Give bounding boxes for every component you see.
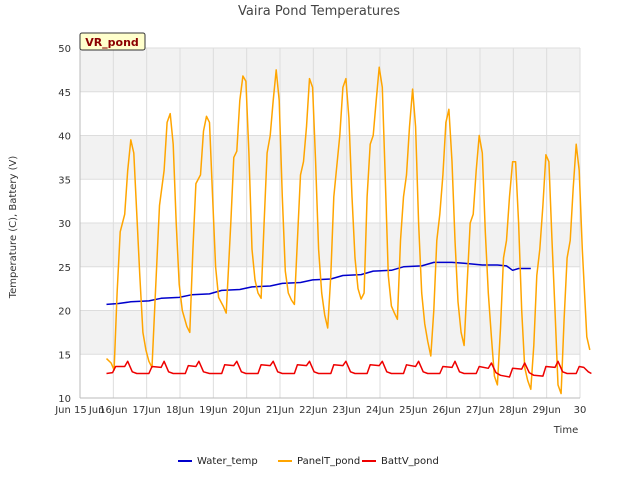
series-layer [105,66,592,395]
series-line-panelt-pond [105,66,591,395]
x-tick-label: 20Jun [232,405,260,416]
x-tick-label: 24Jun [366,405,394,416]
y-tick-label: 15 [58,350,71,361]
axes [79,48,580,399]
station-label: VR_pond [85,36,139,49]
y-axis-label: Temperature (C), Battery (V) [8,156,19,300]
station-label-box: VR_pond [79,32,146,51]
y-tick-label: 20 [58,307,71,318]
legend-label: BattV_pond [381,456,439,467]
x-tick-label: 30 [574,405,587,416]
x-tick-label: 26Jun [432,405,460,416]
x-tick-label: 25Jun [399,405,427,416]
x-tick-label: 18Jun [166,405,194,416]
x-tick-label: 21Jun [266,405,294,416]
x-tick-label: 16Jun [99,405,127,416]
plot-band [80,48,580,92]
legend: Water_temp PanelT_pond BattV_pond [178,456,439,467]
plot-background [80,48,580,398]
x-tick-label: 22Jun [299,405,327,416]
x-tick-label: 19Jun [199,405,227,416]
x-axis-label: Time [553,425,578,436]
y-tick-label: 10 [58,394,71,405]
x-tick-label: 17Jun [132,405,160,416]
plot-band [80,223,580,267]
plot-band [80,310,580,355]
x-tick-label: 28Jun [499,405,527,416]
plot-band [80,91,580,136]
legend-label: PanelT_pond [297,456,360,467]
x-tick-label: Jun [88,405,105,416]
plot-band [80,179,580,223]
x-tick-label: Jun 15 [54,405,87,416]
y-tick-label: 30 [58,219,71,230]
plot-band [80,135,580,180]
y-tick-label: 25 [58,263,71,274]
y-tick-label: 35 [58,175,71,186]
chart-title: Vaira Pond Temperatures [238,4,400,19]
x-tick-label: 27Jun [466,405,494,416]
y-tick-label: 45 [58,88,71,99]
x-tick-label: 29Jun [532,405,560,416]
x-tick-label: 23Jun [332,405,360,416]
station-label-frame [79,32,146,51]
y-tick-label: 50 [58,44,71,55]
y-tick-label: 40 [58,132,71,143]
series-line-battv-pond [106,360,592,378]
legend-label: Water_temp [197,456,258,467]
